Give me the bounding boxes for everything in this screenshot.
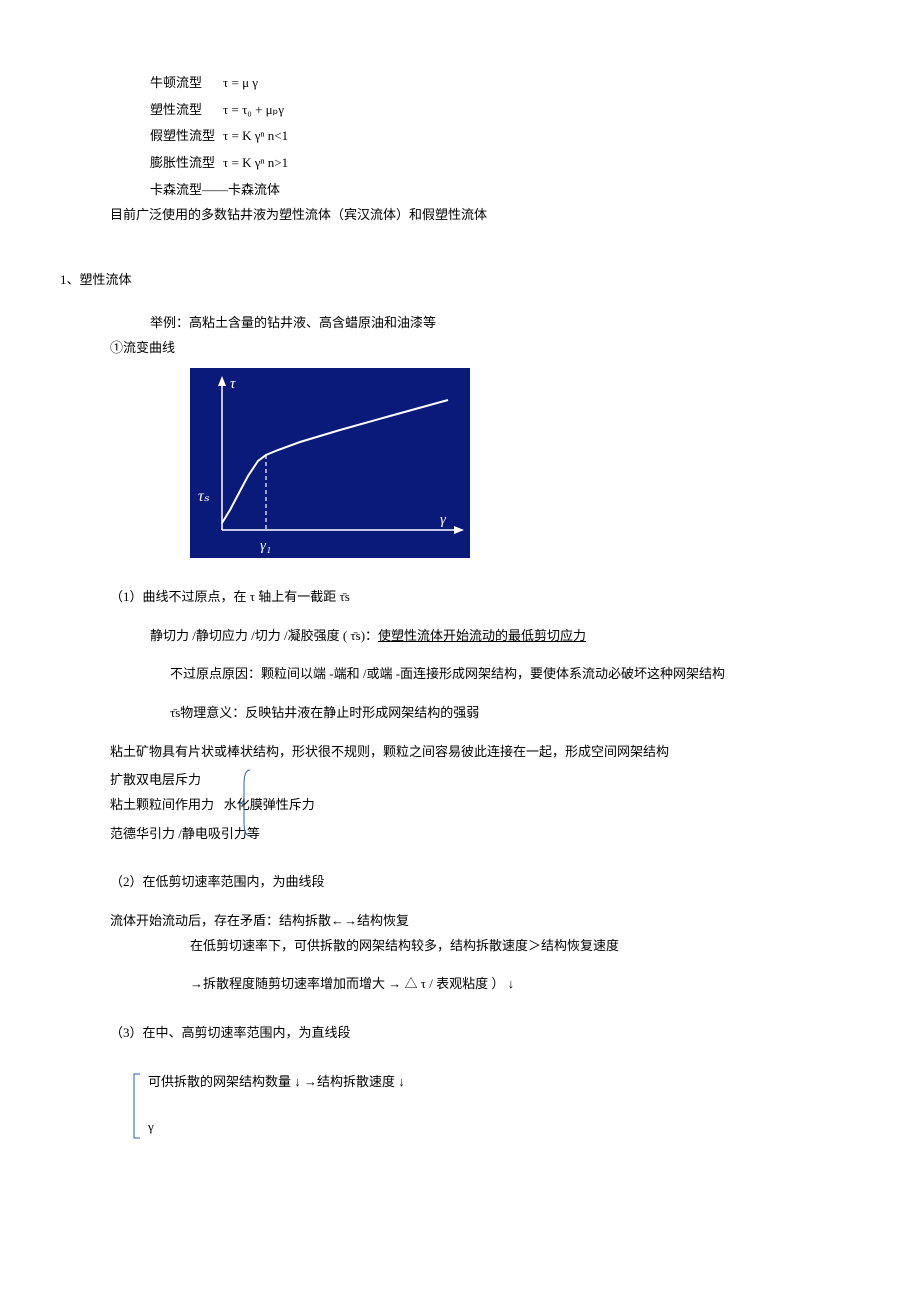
force-row2: 粘土颗粒间作用力 水化膜弹性斥力	[110, 793, 870, 818]
eq-formula: τ = K γⁿ n<1	[223, 123, 296, 150]
point1-line-c: τ̄s物理意义：反映钻井液在静止时形成网架结构的强弱	[170, 701, 870, 726]
point2-line-a: 流体开始流动后，存在矛盾：结构拆散←→结构恢复	[110, 909, 870, 934]
clay-text: 粘土矿物具有片状或棒状结构，形状很不规则，颗粒之间容易彼此连接在一起，形成空间网…	[110, 740, 870, 765]
point3-line-a: 可供拆散的网架结构数量 ↓ →结构拆散速度 ↓	[148, 1070, 870, 1095]
point1-line-b: 不过原点原因：颗粒间以端 -端和 /或端 -面连接形成网架结构，要使体系流动必破…	[170, 662, 870, 687]
eq-formula: τ = μ γ	[223, 70, 296, 97]
svg-text:γ₁: γ₁	[260, 538, 271, 554]
eq-row: 膨胀性流型τ = K γⁿ n>1	[150, 150, 296, 177]
svg-text:τₛ: τₛ	[198, 488, 210, 505]
rheology-chart: τₛτγ₁γ	[190, 368, 870, 567]
eq-formula: τ = τ₀ + μₚγ	[223, 97, 296, 124]
eq-label: 卡森流型——卡森流体	[150, 177, 296, 204]
intro-text: 目前广泛使用的多数钻井液为塑性流体（宾汉流体）和假塑性流体	[110, 203, 870, 228]
square-bracket-icon	[130, 1072, 142, 1140]
eq-formula: τ = K γⁿ n>1	[223, 150, 296, 177]
point2-line-b: 在低剪切速率下，可供拆散的网架结构较多，结构拆散速度＞结构恢复速度	[190, 934, 870, 959]
equations-table: 牛顿流型τ = μ γ 塑性流型τ = τ₀ + μₚγ 假塑性流型τ = K …	[150, 70, 296, 203]
static-shear-def: 使塑性流体开始流动的最低剪切应力	[378, 628, 586, 643]
force-row3: 范德华引力 /静电吸引力等	[110, 822, 870, 847]
chart-svg: τₛτγ₁γ	[190, 368, 470, 558]
point3-heading: （3）在中、高剪切速率范围内，为直线段	[110, 1021, 870, 1046]
point3-line-b: γ	[148, 1115, 870, 1140]
curly-bracket-icon	[240, 768, 252, 838]
point1-line-a: 静切力 /静切应力 /切力 /凝胶强度 ( τ̄s)：使塑性流体开始流动的最低剪…	[150, 624, 870, 649]
sub-heading: ①流变曲线	[110, 336, 870, 361]
point2-heading: （2）在低剪切速率范围内，为曲线段	[110, 870, 870, 895]
point2-line-c: →拆散程度随剪切速率增加而增大 → △ τ / 表观粘度 ） ↓	[190, 972, 870, 997]
forces-group: 扩散双电层斥力 粘土颗粒间作用力 水化膜弹性斥力 范德华引力 /静电吸引力等	[110, 768, 870, 846]
eq-label: 假塑性流型	[150, 123, 223, 150]
force-row2-right: 水化膜弹性斥力	[224, 797, 315, 812]
eq-label: 塑性流型	[150, 97, 223, 124]
eq-row: 牛顿流型τ = μ γ	[150, 70, 296, 97]
eq-row: 塑性流型τ = τ₀ + μₚγ	[150, 97, 296, 124]
section-title: 1、塑性流体	[60, 268, 870, 293]
eq-row: 卡森流型——卡森流体	[150, 177, 296, 204]
force-row1: 扩散双电层斥力	[110, 768, 870, 793]
force-row2-left: 粘土颗粒间作用力	[110, 797, 214, 812]
eq-row: 假塑性流型τ = K γⁿ n<1	[150, 123, 296, 150]
point1-heading: （1）曲线不过原点，在 τ 轴上有一截距 τ̄s	[110, 585, 870, 610]
point3-group: 可供拆散的网架结构数量 ↓ →结构拆散速度 ↓ γ	[130, 1070, 870, 1139]
example-text: 举例：高粘土含量的钻井液、高含蜡原油和油漆等	[150, 311, 870, 336]
svg-text:τ: τ	[230, 376, 236, 392]
eq-label: 牛顿流型	[150, 70, 223, 97]
static-shear-label: 静切力 /静切应力 /切力 /凝胶强度 ( τ̄s)：	[150, 628, 378, 643]
eq-label: 膨胀性流型	[150, 150, 223, 177]
